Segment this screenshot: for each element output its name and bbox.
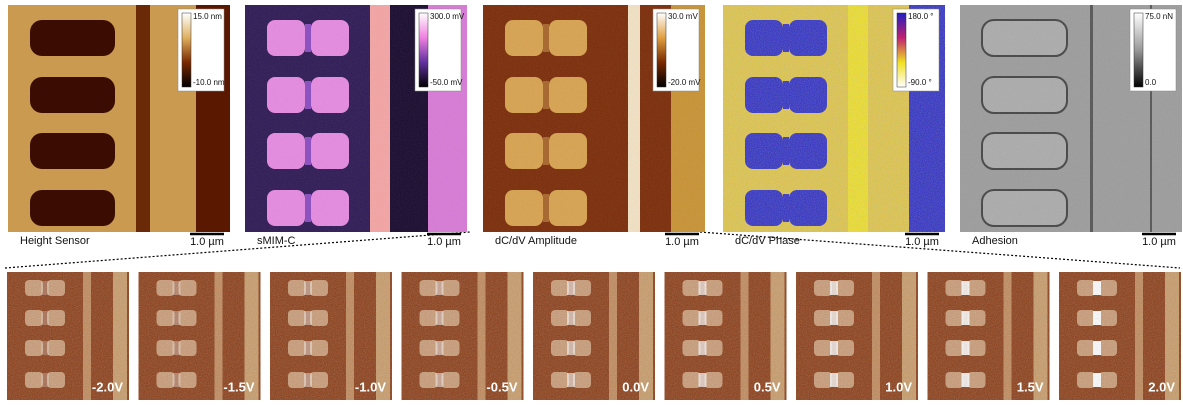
colorbar-max: 15.0 nm: [193, 12, 222, 21]
colorbar-min: -10.0 nm: [193, 78, 225, 87]
pad: [30, 190, 115, 226]
bias-panel: -1.5V: [139, 272, 261, 400]
colorbar: [182, 13, 191, 87]
pad: [30, 20, 115, 56]
pad: [30, 77, 115, 113]
colorbar-min: -50.0 mV: [430, 78, 463, 87]
scale-bar-label: 1.0 µm: [665, 236, 699, 248]
panel-label: dC/dV Amplitude: [495, 235, 577, 247]
panel: 180.0 ° -90.0 ° dC/dV Phase 1.0 µm: [723, 5, 945, 248]
bias-panel: 1.5V: [928, 272, 1050, 400]
bias-label: 1.0V: [885, 379, 912, 394]
bias-label: 2.0V: [1148, 379, 1175, 394]
colorbar: [657, 13, 666, 87]
scale-bar-label: 1.0 µm: [905, 236, 939, 248]
bias-panel: -1.0V: [270, 272, 392, 400]
bias-label: -1.0V: [355, 379, 386, 394]
colorbar: [897, 13, 906, 87]
bias-label: 1.5V: [1017, 379, 1044, 394]
colorbar: [419, 13, 428, 87]
bias-label: -0.5V: [486, 379, 517, 394]
panel-label: Height Sensor: [20, 235, 90, 247]
bias-panel: 0.5V: [665, 272, 787, 400]
bias-panel: 1.0V: [796, 272, 918, 400]
scale-bar-label: 1.0 µm: [1142, 236, 1176, 248]
figure: 15.0 nm-10.0 nmHeight Sensor1.0 µm300.0 …: [0, 0, 1183, 400]
panel-label: dC/dV Phase: [735, 235, 800, 247]
pad: [30, 133, 115, 169]
panel: 75.0 nN 0.0 Adhesion 1.0 µm: [960, 5, 1182, 248]
bias-panel: 2.0V: [1059, 272, 1181, 400]
bias-label: -2.0V: [92, 379, 123, 394]
colorbar-max: 30.0 mV: [668, 12, 698, 21]
colorbar-max: 300.0 mV: [430, 12, 465, 21]
panel-label: sMIM-C: [257, 235, 296, 247]
scale-bar-label: 1.0 µm: [190, 236, 224, 248]
panel: 30.0 mV -20.0 mV dC/dV Amplitude 1.0 µm: [483, 5, 705, 248]
bias-panel: 0.0V: [533, 272, 655, 400]
colorbar-min: -20.0 mV: [668, 78, 701, 87]
bias-label: 0.0V: [622, 379, 649, 394]
colorbar-min: 0.0: [1145, 78, 1157, 87]
colorbar-min: -90.0 °: [908, 78, 932, 87]
bias-label: 0.5V: [754, 379, 781, 394]
panel-label: Adhesion: [972, 235, 1018, 247]
colorbar: [1134, 13, 1143, 87]
colorbar-max: 75.0 nN: [1145, 12, 1173, 21]
bias-panel: -0.5V: [402, 272, 524, 400]
colorbar-max: 180.0 °: [908, 12, 933, 21]
stripe: [136, 5, 150, 232]
scale-bar-label: 1.0 µm: [427, 236, 461, 248]
bias-panel: -2.0V: [7, 272, 129, 400]
panel: 15.0 nm -10.0 nm Height Sensor 1.0 µm: [8, 5, 230, 248]
bias-label: -1.5V: [223, 379, 254, 394]
panel: 300.0 mV -50.0 mV sMIM-C 1.0 µm: [245, 5, 467, 248]
